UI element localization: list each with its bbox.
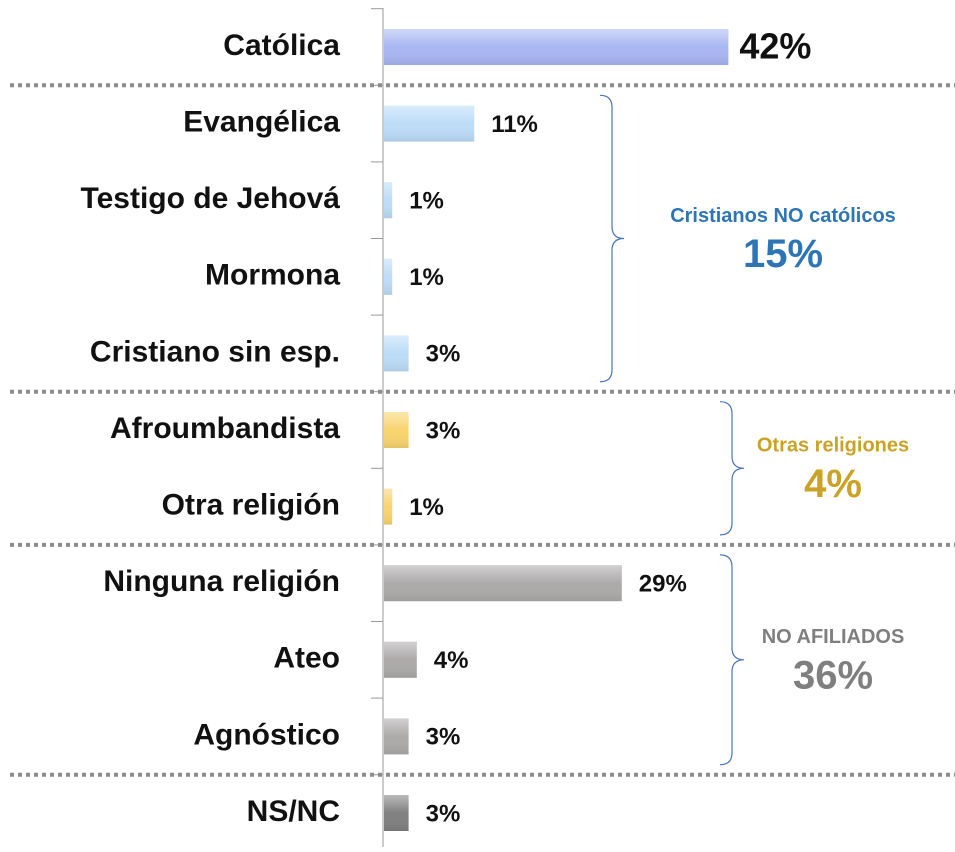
bracket [719,554,745,766]
bar-shine [384,488,393,525]
value-label: 11% [491,111,538,138]
bar-shine [384,718,409,755]
category-label: Evangélica [183,106,340,139]
bar-shine [384,565,622,602]
value-label: 3% [426,341,461,368]
category-label: Testigo de Jehová [80,182,340,215]
group-title: Cristianos NO católicos [670,205,896,227]
bar-shine [384,412,409,448]
bar-shine [384,29,729,65]
bar-shine [384,105,475,142]
group-title: Otras religiones [757,435,909,457]
value-label: 3% [426,800,461,827]
group-total: 36% [793,653,873,697]
category-label: Ateo [273,642,340,675]
bracket [599,94,625,383]
category-label: Católica [223,29,340,62]
group-title: NO AFILIADOS [762,626,905,648]
category-label: Otra religión [162,489,340,522]
category-label: NS/NC [247,795,340,828]
category-label: Afroumbandista [110,412,340,445]
bar-shine [384,182,393,219]
bar-shine [384,335,409,372]
category-label: Mormona [205,259,340,292]
category-label: Ninguna religión [103,565,340,598]
value-label: 1% [409,264,444,291]
category-label: Cristiano sin esp. [90,335,340,368]
value-label: 29% [639,571,687,598]
bar-shine [384,258,393,295]
group-total: 4% [804,462,862,506]
value-label: 3% [426,724,461,751]
value-label: 42% [739,26,811,67]
bar-shine [384,641,417,678]
value-label: 1% [409,494,444,521]
value-label: 4% [434,647,469,674]
value-label: 1% [409,188,444,215]
bar-shine [384,795,409,831]
value-label: 3% [426,417,461,444]
category-label: Agnóstico [193,718,340,751]
group-total: 15% [743,232,823,276]
bracket [719,401,745,536]
